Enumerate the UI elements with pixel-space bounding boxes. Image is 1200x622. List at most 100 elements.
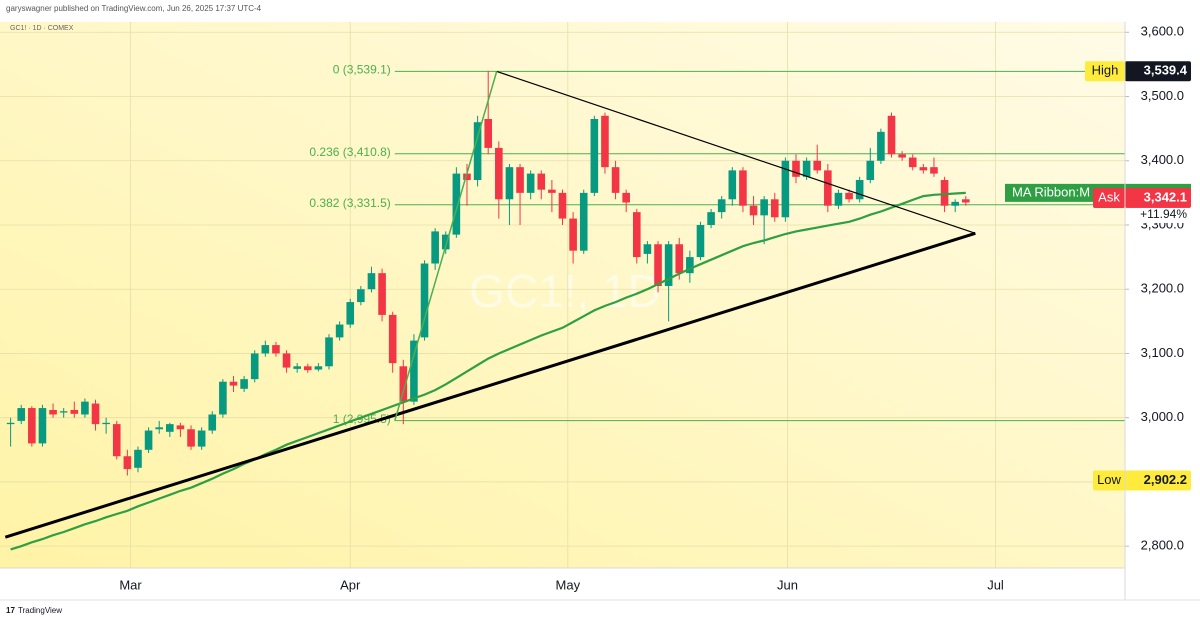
candle-body <box>367 273 376 290</box>
candle-body <box>303 366 312 371</box>
candle-body <box>399 366 408 402</box>
y-tick-label: 3,000.0 <box>1141 409 1184 424</box>
candle-body <box>208 414 217 431</box>
trendline <box>496 70 976 234</box>
candle-body <box>908 157 917 168</box>
candle-body <box>558 192 567 219</box>
candle-body <box>176 425 185 430</box>
chart-layer: 2,800.02,900.03,000.03,100.03,200.03,300… <box>0 22 1191 592</box>
ma-tag-label: MA Ribbon:M <box>1012 184 1090 199</box>
trendline <box>4 231 976 539</box>
y-tick-label: 3,200.0 <box>1141 281 1184 296</box>
candle-body <box>866 160 875 181</box>
candle-body <box>81 401 89 415</box>
candle-body <box>293 366 301 369</box>
candle-body <box>643 244 652 254</box>
candle-body <box>6 422 15 425</box>
candle-body <box>378 273 386 315</box>
candle-body <box>357 289 365 303</box>
candle-body <box>601 115 609 168</box>
candle-body <box>197 430 206 447</box>
candle-body <box>930 167 938 174</box>
x-tick-label: Apr <box>340 577 361 592</box>
candle-body <box>760 199 768 216</box>
price-tag-name: High <box>1092 63 1119 78</box>
candle-body <box>611 167 620 193</box>
price-tag-box <box>1125 61 1191 82</box>
candle-body <box>155 427 163 430</box>
price-tag-label: 2,902.2 <box>1144 472 1187 487</box>
fib-label: 0.236 (3,410.8) <box>309 145 390 159</box>
candle-body <box>654 244 662 287</box>
candle-body <box>325 337 333 367</box>
watermark: GC1!, 1D <box>469 265 661 317</box>
candle-body <box>824 170 832 206</box>
candle-body <box>28 408 36 444</box>
candle-body <box>134 449 142 468</box>
candle-body <box>664 244 673 287</box>
candle-body <box>845 192 853 200</box>
candle-body <box>686 257 694 274</box>
candle-body <box>59 411 68 413</box>
candle-body <box>940 180 949 206</box>
price-tag-name-box <box>1085 61 1125 82</box>
x-tick-label: May <box>556 577 581 592</box>
candle-body <box>261 345 270 354</box>
price-tag-sub: +11.94% <box>1140 207 1187 221</box>
y-tick-label: 3,600.0 <box>1141 24 1184 39</box>
candle-body <box>463 173 471 181</box>
candle-body <box>441 234 450 250</box>
price-tag-label: 3,539.4 <box>1144 63 1188 78</box>
price-tag-name: Low <box>1097 472 1121 487</box>
candle-body <box>526 173 535 193</box>
x-tick-label: Jun <box>777 577 798 592</box>
candle-body <box>855 180 864 200</box>
candle-body <box>505 167 514 200</box>
candle-body <box>144 430 153 450</box>
price-tag-name-box <box>1093 187 1125 208</box>
candle-body <box>877 131 885 161</box>
candle-body <box>770 199 779 218</box>
y-tick-label: 2,800.0 <box>1141 538 1184 553</box>
candle-body <box>91 403 100 425</box>
x-tick-label: Jul <box>987 577 1004 592</box>
candle-body <box>49 409 57 415</box>
price-tag-box <box>1125 470 1191 491</box>
candle-body <box>102 422 110 425</box>
price-tag-sub-box <box>1125 207 1191 223</box>
candle-body <box>123 456 132 470</box>
byline: garyswagner published on TradingView.com… <box>6 4 262 13</box>
candle-body <box>250 353 259 380</box>
trendline <box>394 71 498 421</box>
candle-body <box>431 231 439 264</box>
candle-body <box>346 302 355 325</box>
candle-body <box>388 314 397 364</box>
plot-background <box>0 22 1125 568</box>
candle-body <box>516 167 524 193</box>
candle-body <box>495 147 503 200</box>
candle-body <box>898 154 906 158</box>
candle-body <box>887 115 896 155</box>
candle-body <box>272 345 280 354</box>
candle-body <box>951 201 959 206</box>
candle-body <box>484 118 493 148</box>
price-tag-box <box>1125 187 1191 208</box>
candle-body <box>813 160 822 171</box>
candle-body <box>739 170 747 206</box>
candle-body <box>792 160 800 177</box>
candle-body <box>112 424 121 457</box>
candle-body <box>622 192 630 203</box>
candle-body <box>802 160 811 177</box>
candle-body <box>70 409 79 414</box>
candle-body <box>452 173 461 235</box>
fib-label: 0.382 (3,331.5) <box>309 196 390 210</box>
price-tag-name-box <box>1093 470 1125 491</box>
candle-body <box>473 122 482 181</box>
candle-body <box>314 366 323 370</box>
candle-body <box>632 212 641 258</box>
candle-body <box>38 408 47 444</box>
candle-body <box>548 189 556 193</box>
candle-body <box>537 173 546 190</box>
y-tick-label: 3,500.0 <box>1141 88 1184 103</box>
x-tick-label: Mar <box>119 577 142 592</box>
